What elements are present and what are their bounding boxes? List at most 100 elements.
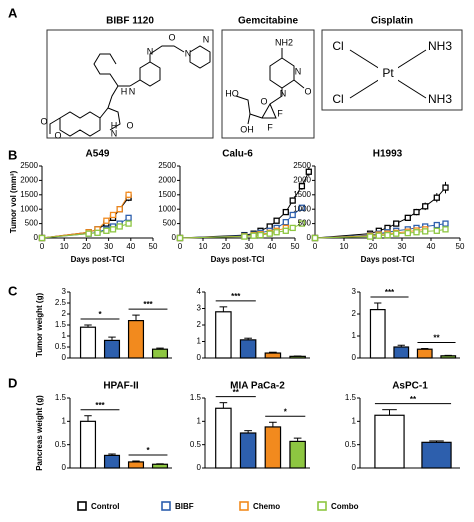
y-tick-label: 0.5 [190, 440, 202, 449]
y-tick-label: 1 [197, 337, 202, 346]
y-tick-label: 4 [197, 287, 202, 296]
significance-label: *** [143, 300, 153, 309]
panel-letter: C [8, 283, 18, 298]
series-line [314, 187, 446, 239]
atom: N [111, 128, 118, 138]
atom-bg [378, 67, 398, 81]
x-tick-label: 50 [291, 242, 300, 251]
structure-title: Cisplatin [371, 16, 413, 27]
bar [79, 326, 97, 359]
atom: O [54, 130, 61, 140]
legend-swatch [239, 501, 249, 511]
y-tick-label: 1 [352, 331, 357, 340]
marker [393, 220, 400, 227]
atom: N [203, 34, 210, 44]
marker [393, 230, 400, 237]
marker [366, 233, 374, 240]
structure-box [46, 29, 214, 139]
y-tick-label: 1000 [293, 204, 311, 213]
atom: Cl [332, 92, 343, 106]
marker [38, 234, 46, 242]
atom: H [121, 86, 128, 96]
y-tick-label: 500 [163, 219, 177, 228]
marker [433, 221, 440, 229]
x-tick-label: 40 [427, 242, 436, 251]
x-tick-label: 20 [222, 242, 231, 251]
marker [442, 226, 449, 233]
y-tick-label: 0 [62, 463, 67, 472]
atom: N [185, 48, 192, 58]
structure-bonds [235, 48, 305, 125]
atom: O [304, 86, 311, 96]
legend-swatch [161, 501, 171, 511]
bar [103, 339, 121, 359]
marker [442, 184, 449, 191]
x-tick-label: 40 [268, 242, 277, 251]
x-tick-label: 0 [313, 242, 318, 251]
marker [116, 223, 123, 230]
bar [127, 320, 145, 359]
y-tick-label: 0 [352, 463, 357, 472]
y-tick-label: 0 [34, 233, 39, 242]
marker [282, 227, 289, 234]
marker [176, 234, 184, 242]
significance-label: *** [231, 292, 241, 301]
bar [79, 420, 97, 469]
y-tick-label: 2000 [20, 176, 38, 185]
x-axis-label: Days post-TCI [361, 255, 415, 264]
y-tick-label: 1 [352, 416, 357, 425]
y-tick-label: 1000 [158, 204, 176, 213]
bar [215, 407, 232, 469]
bar [393, 346, 410, 359]
x-tick-label: 20 [369, 242, 378, 251]
y-tick-label: 0.5 [55, 342, 67, 351]
y-tick-label: 0 [197, 463, 202, 472]
y-tick-label: 3 [62, 287, 67, 296]
marker [289, 224, 296, 232]
y-axis-label: Pancreas weight (g) [35, 395, 44, 471]
chart-title: Calu-6 [222, 149, 253, 160]
marker [250, 232, 257, 239]
bar [289, 440, 306, 469]
atom: N [129, 86, 136, 96]
marker [289, 211, 296, 219]
marker [103, 217, 110, 224]
significance-label: ** [433, 334, 440, 343]
x-tick-label: 10 [340, 242, 349, 251]
y-tick-label: 1.5 [55, 320, 67, 329]
bar [264, 352, 282, 359]
x-tick-label: 40 [126, 242, 135, 251]
bar [421, 441, 452, 469]
atom: Pt [382, 66, 394, 80]
y-tick-label: 1.5 [190, 393, 202, 402]
marker [125, 191, 132, 198]
bar [215, 311, 232, 359]
y-tick-label: 1500 [293, 190, 311, 199]
marker [404, 229, 411, 237]
marker [116, 206, 123, 213]
y-tick-label: 2000 [158, 176, 176, 185]
significance-label: *** [95, 401, 105, 410]
marker [384, 231, 391, 239]
x-tick-label: 30 [104, 242, 113, 251]
panel-letter: D [8, 375, 17, 390]
structure-title: Gemcitabine [238, 16, 298, 27]
chart-title: H1993 [373, 149, 403, 160]
bar [239, 432, 257, 469]
marker [298, 183, 306, 190]
marker [125, 220, 132, 227]
y-tick-label: 2000 [293, 176, 311, 185]
marker [422, 203, 429, 210]
marker [257, 231, 264, 239]
structure-box [221, 29, 315, 139]
marker [422, 228, 429, 235]
y-tick-label: 0.5 [55, 440, 67, 449]
atom: HO [225, 88, 239, 98]
bar [239, 339, 257, 359]
y-tick-label: 2500 [293, 161, 311, 170]
bar [289, 355, 306, 359]
marker [289, 197, 296, 204]
y-tick-label: 2 [197, 320, 202, 329]
y-axis-label: Tumor vol (mm³) [9, 170, 18, 233]
marker [442, 220, 449, 227]
